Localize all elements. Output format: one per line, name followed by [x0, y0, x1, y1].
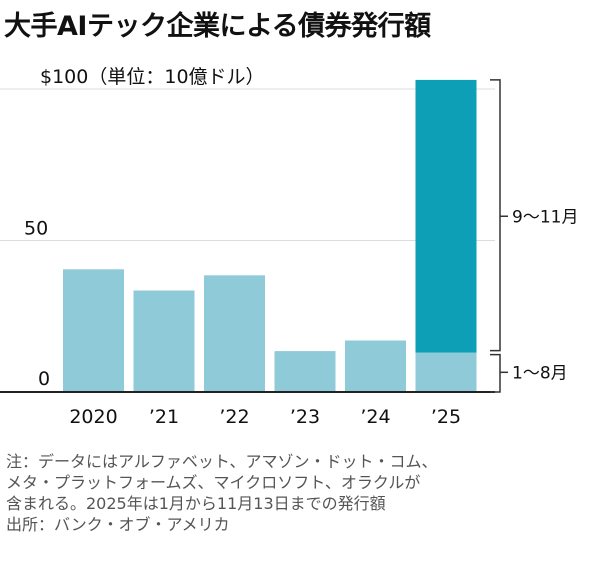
- x-tick-label-4: ’24: [360, 406, 390, 428]
- note-line-3: 含まれる。2025年は1月から11月13日までの発行額: [6, 494, 386, 513]
- x-tick-label-0: 2020: [69, 406, 117, 428]
- bar-5-series-0: [415, 352, 477, 392]
- x-tick-label-5: ’25: [431, 406, 461, 428]
- chart-title: 大手AIテック企業による債券発行額: [4, 11, 431, 42]
- bracket-lower: [490, 353, 501, 393]
- x-tick-label-3: ’23: [290, 406, 320, 428]
- annotation-lower: 1〜8月: [512, 363, 568, 383]
- bar-1-series-0: [133, 290, 195, 392]
- x-tick-label-2: ’22: [219, 406, 249, 428]
- bar-4-series-0: [345, 340, 406, 392]
- annotation-upper: 9〜11月: [512, 207, 578, 227]
- y-tick-label-0: 0: [38, 368, 50, 390]
- note-line-2: メタ・プラットフォームズ、マイクロソフト、オラクルが: [6, 473, 421, 492]
- y-tick-label-1: 50: [24, 218, 48, 240]
- note-line-1: 注：データにはアルファベット、アマゾン・ドット・コム、: [6, 452, 438, 471]
- bar-0-series-0: [63, 269, 124, 392]
- footnotes: 注：データにはアルファベット、アマゾン・ドット・コム、 メタ・プラットフォームズ…: [6, 451, 596, 535]
- bracket-upper: [490, 79, 501, 352]
- bar-5-series-1: [415, 79, 477, 353]
- x-tick-label-1: ’21: [149, 406, 179, 428]
- bar-3-series-0: [274, 351, 336, 392]
- source-line: 出所：バンク・オブ・アメリカ: [6, 515, 230, 534]
- bar-chart: 0 50 $100（単位：10億ドル） 2020 ’21 ’22 ’23 ’24 ’25 9〜11…: [0, 66, 578, 428]
- bar-2-series-0: [204, 275, 265, 392]
- y-tick-label-2: $100（単位：10億ドル）: [40, 66, 265, 88]
